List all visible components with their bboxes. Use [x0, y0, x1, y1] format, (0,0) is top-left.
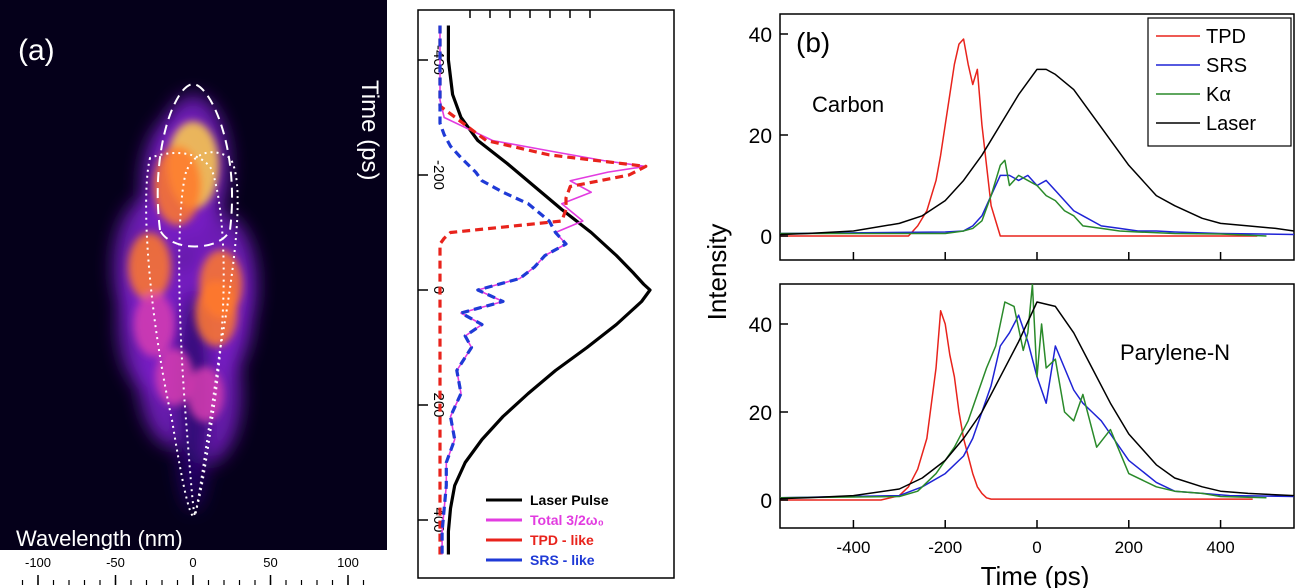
profile-tick-label-0: -400 [430, 45, 447, 75]
panel-a-label: (a) [18, 34, 55, 67]
bottom-series-laser [780, 301, 1294, 500]
top-series-laser [780, 68, 1294, 236]
wavelength-axis-label: Wavelength (nm) [16, 526, 183, 551]
image-hotspot-1 [153, 146, 202, 226]
bottom-series-k- [780, 284, 1267, 499]
profile-legend-label-0: Laser Pulse [530, 492, 609, 508]
wavelength-tick-label-2: 0 [189, 555, 196, 570]
carbon-title: Carbon [812, 92, 884, 117]
profile-legend: Laser Pulse Total 3/2ω₀ TPD - like SRS - li… [486, 492, 609, 568]
wavelength-tick-label-4: 100 [337, 555, 359, 570]
tpd-region-outline [156, 82, 234, 248]
panel-b-label: (b) [796, 27, 830, 58]
top-series-tpd [780, 38, 1258, 237]
bottom-series-tpd [780, 310, 1253, 501]
wavelength-tick-label-0: -100 [25, 555, 51, 570]
bottom-xtick-label-4: 400 [1206, 538, 1234, 557]
profile-series-total-3-2- [439, 25, 647, 555]
profile-legend-label-3: SRS - like [530, 552, 595, 568]
profile-legend-label-1: Total 3/2ω₀ [530, 512, 604, 528]
wavelength-tick-label-1: -50 [106, 555, 125, 570]
profile-tick-label-1: -200 [430, 160, 447, 190]
profile-lines [438, 25, 652, 555]
legend-label-2: Kα [1206, 84, 1231, 106]
top-series-srs [780, 174, 1294, 236]
bottom-plot-frame [779, 283, 1295, 529]
image-hotspot-7 [186, 366, 224, 422]
bottom-xtick-label-1: -200 [928, 538, 962, 557]
profile-legend-label-2: TPD - like [530, 532, 594, 548]
bottom-series-srs [780, 314, 1294, 499]
legend-box [1147, 17, 1292, 147]
legend-label-0: TPD [1206, 26, 1246, 48]
bottom-plot-lines [780, 284, 1294, 501]
legend-entries: TPD SRS Kα Laser [1156, 26, 1256, 135]
bottom-xtick-label-3: 200 [1115, 538, 1143, 557]
profile-series-tpd-like [438, 25, 648, 555]
bottom-xtick-label-0: -400 [836, 538, 870, 557]
time-axis-label: Time (ps) [356, 80, 383, 180]
wavelength-ticks: -100 -50 0 50 100 [21, 555, 365, 585]
profile-series-laser-pulse [446, 25, 652, 555]
wavelength-tick-label-3: 50 [263, 555, 277, 570]
time-axis-label-b: Time (ps) [981, 561, 1090, 588]
profile-frame [417, 9, 675, 579]
bottom-xtick-label-2: 0 [1032, 538, 1041, 557]
top-series-k- [780, 159, 1267, 237]
profile-series-srs-like [438, 25, 568, 555]
legend-label-3: Laser [1206, 113, 1256, 135]
parylene-title: Parylene-N [1120, 340, 1230, 365]
image-hotspot-6 [155, 348, 194, 406]
intensity-axis-label: Intensity [702, 224, 732, 321]
image-hotspot-5 [195, 280, 238, 347]
top-ytick-label-1: 20 [749, 125, 772, 148]
legend-label-1: SRS [1206, 55, 1247, 77]
bottom-ytick-label-2: 40 [749, 314, 772, 337]
panel-a-image: (a) Wavelength (nm) [0, 0, 387, 551]
image-hotspot-4 [133, 292, 175, 357]
top-plot-lines [780, 38, 1294, 237]
bottom-ytick-label-0: 0 [760, 490, 772, 513]
top-ytick-label-0: 0 [760, 226, 772, 249]
panel-b-legend: TPD SRS Kα Laser [1147, 17, 1292, 147]
top-ytick-label-2: 40 [749, 24, 772, 47]
bottom-ytick-label-1: 20 [749, 402, 772, 425]
